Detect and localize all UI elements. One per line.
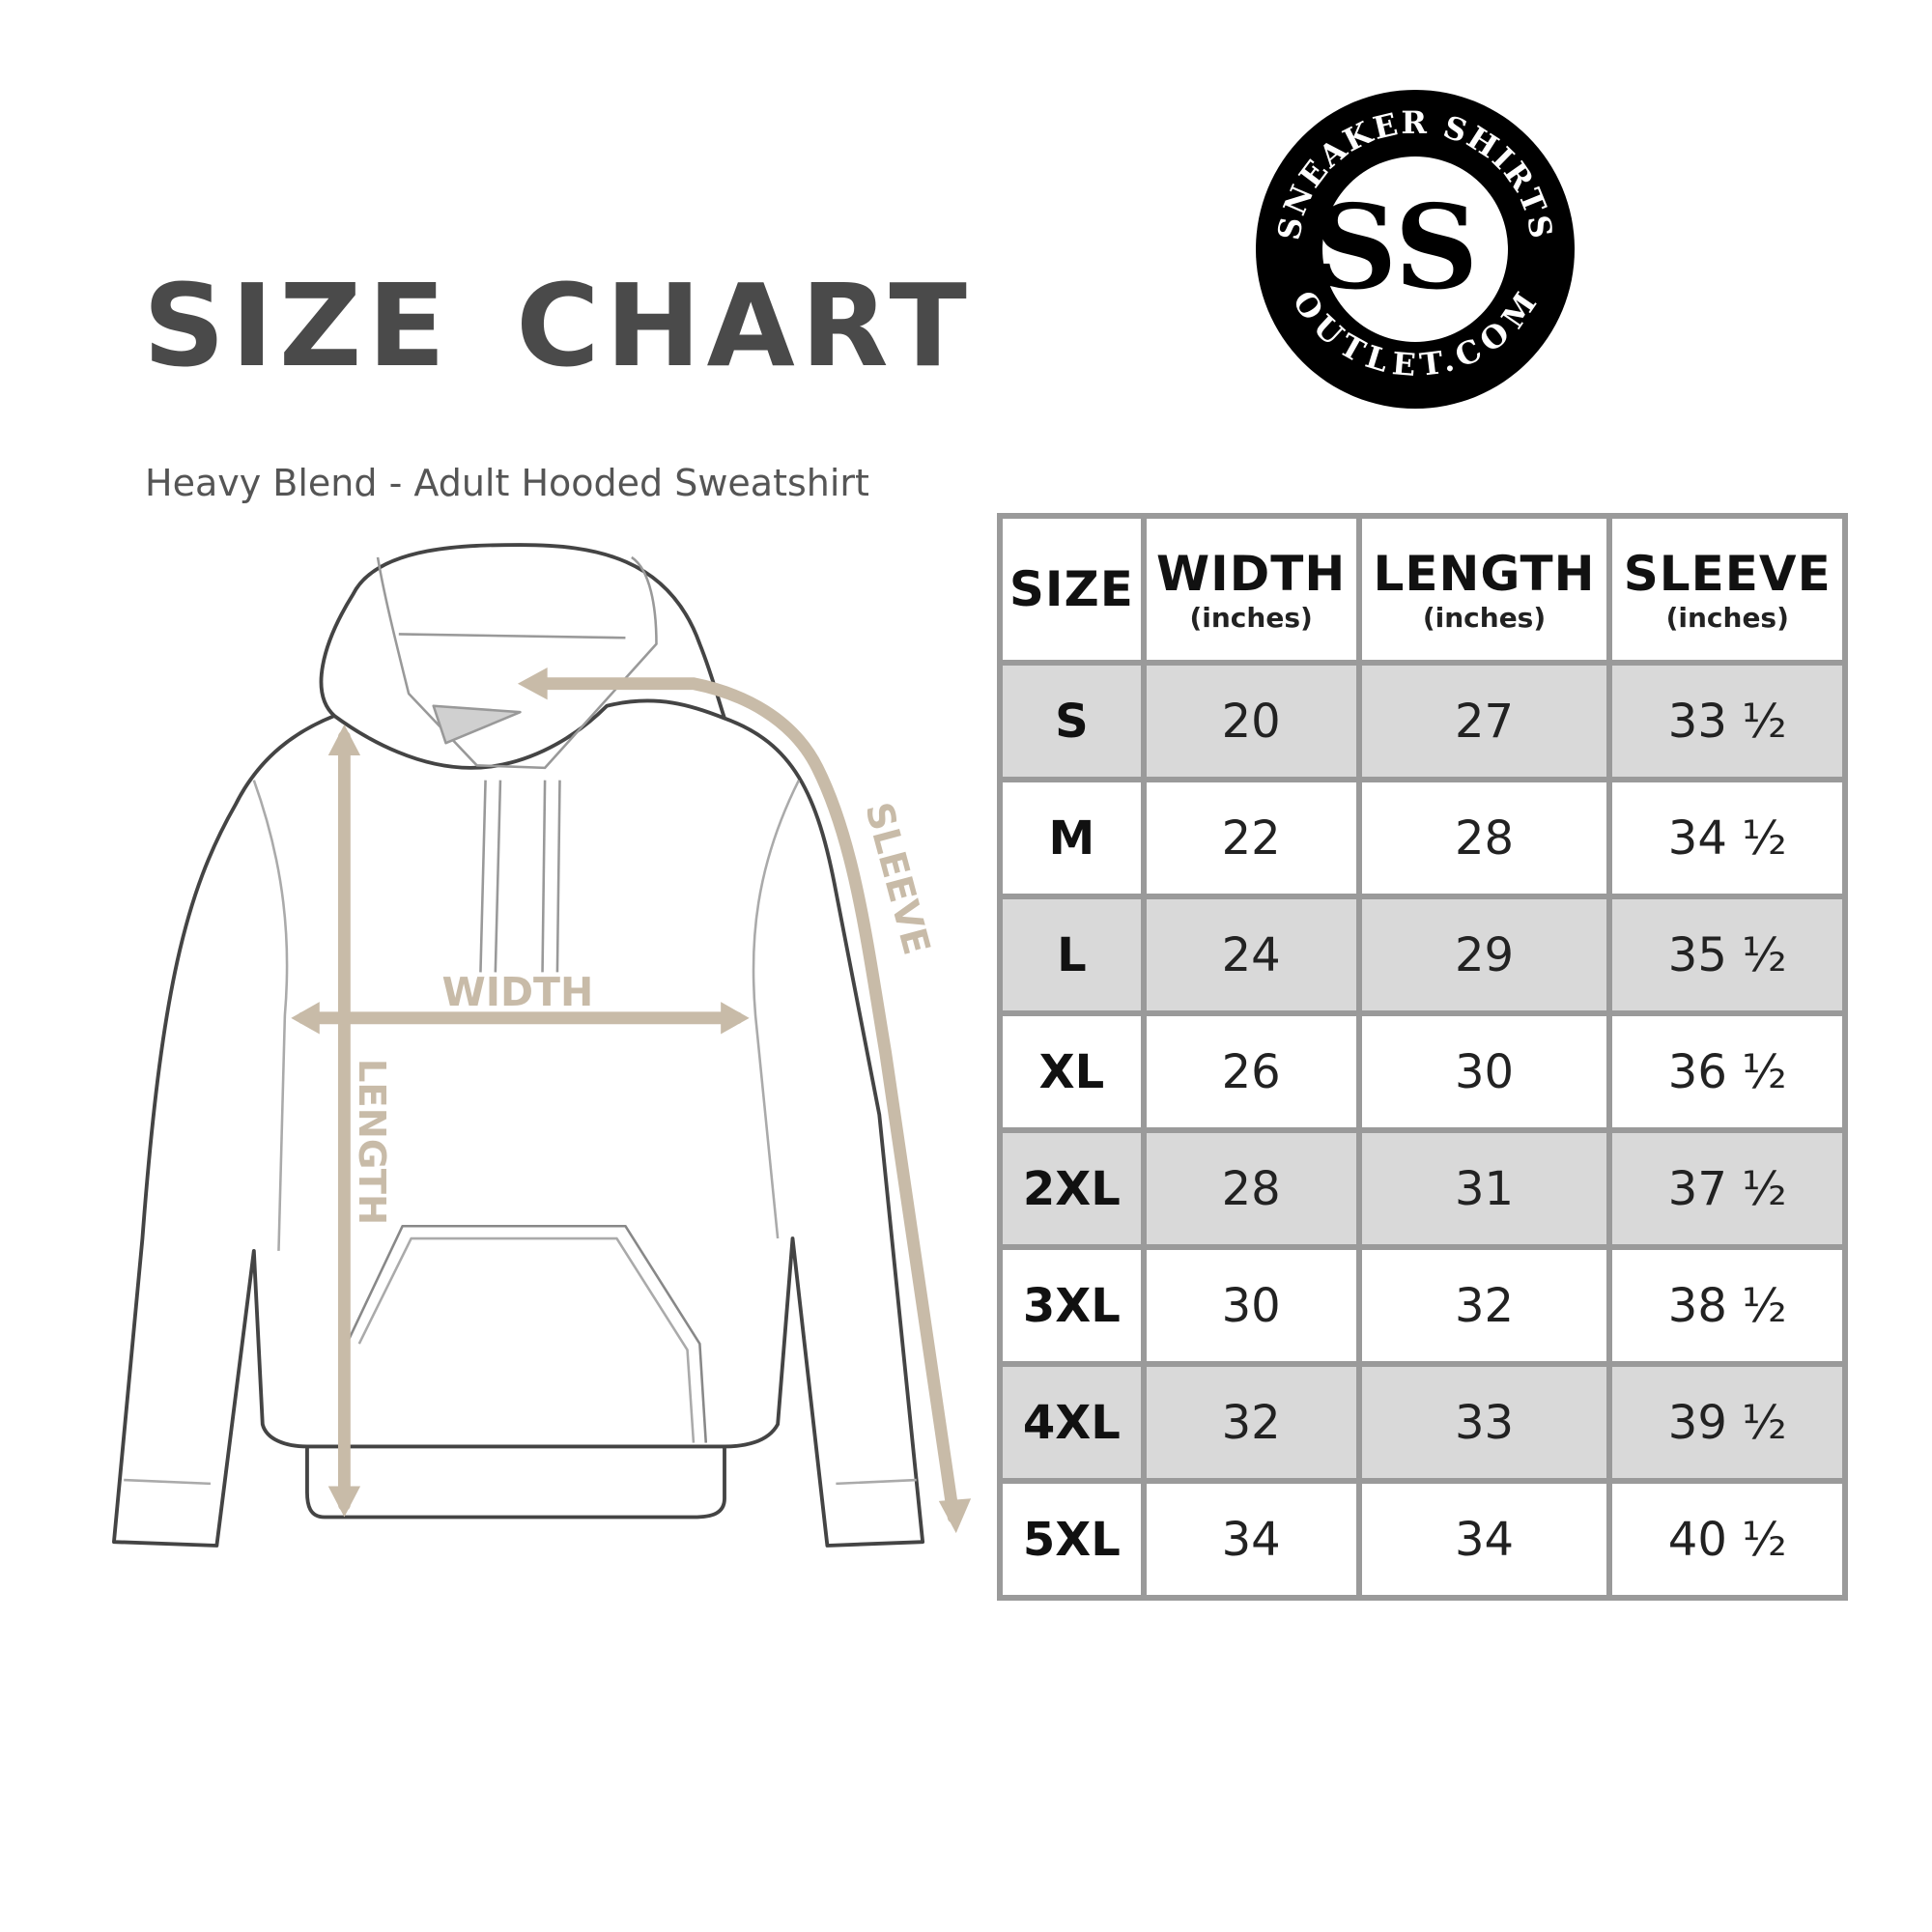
cell-size: 2XL [997,1127,1147,1250]
cell-length: 28 [1355,777,1613,899]
cell-size: L [997,894,1147,1016]
page-title: SIZE CHART [143,259,973,392]
measurement-arrows [297,677,960,1523]
brand-logo: SNEAKER SHIRTS OUTLET.COM SS [1256,90,1575,409]
product-subtitle: Heavy Blend - Adult Hooded Sweatshirt [145,462,869,504]
length-label: LENGTH [350,1059,393,1225]
cell-length: 33 [1355,1361,1613,1484]
cell-length: 32 [1355,1244,1613,1367]
cell-width: 30 [1140,1244,1362,1367]
cell-width: 22 [1140,777,1362,899]
cell-sleeve: 34 ½ [1606,777,1848,899]
table-row: XL 26 30 36 ½ [997,1010,1848,1133]
cell-sleeve: 36 ½ [1606,1010,1848,1133]
cell-width: 24 [1140,894,1362,1016]
cell-size: 4XL [997,1361,1147,1484]
table-row: M 22 28 34 ½ [997,777,1848,899]
header-size: SIZE [997,513,1147,666]
cell-length: 31 [1355,1127,1613,1250]
width-label: WIDTH [441,969,593,1015]
table-row: 5XL 34 34 40 ½ [997,1478,1848,1601]
cell-sleeve: 39 ½ [1606,1361,1848,1484]
cell-length: 34 [1355,1478,1613,1601]
cell-width: 20 [1140,660,1362,782]
table-row: S 20 27 33 ½ [997,660,1848,782]
table-row: 4XL 32 33 39 ½ [997,1361,1848,1484]
cell-width: 32 [1140,1361,1362,1484]
cell-sleeve: 33 ½ [1606,660,1848,782]
header-width: WIDTH (inches) [1140,513,1362,666]
cell-size: 5XL [997,1478,1147,1601]
cell-sleeve: 38 ½ [1606,1244,1848,1367]
cell-sleeve: 40 ½ [1606,1478,1848,1601]
table-row: 2XL 28 31 37 ½ [997,1127,1848,1250]
table-row: L 24 29 35 ½ [997,894,1848,1016]
cell-size: M [997,777,1147,899]
arrow-heads [291,668,972,1534]
cell-sleeve: 37 ½ [1606,1127,1848,1250]
cell-width: 28 [1140,1127,1362,1250]
logo-monogram: SS [1314,180,1479,316]
cell-width: 26 [1140,1010,1362,1133]
header-sleeve: SLEEVE (inches) [1606,513,1848,666]
hoodie-outline [112,543,925,1548]
cell-width: 34 [1140,1478,1362,1601]
cell-length: 27 [1355,660,1613,782]
header-length: LENGTH (inches) [1355,513,1613,666]
size-table: SIZE WIDTH (inches) LENGTH (inches) SLEEVE… [997,513,1848,1601]
cell-sleeve: 35 ½ [1606,894,1848,1016]
cell-length: 29 [1355,894,1613,1016]
table-header-row: SIZE WIDTH (inches) LENGTH (inches) SLEEVE… [997,513,1848,666]
sleeve-arrow [526,677,960,1523]
table-row: 3XL 30 32 38 ½ [997,1244,1848,1367]
cell-size: XL [997,1010,1147,1133]
cell-size: 3XL [997,1244,1147,1367]
cell-length: 30 [1355,1010,1613,1133]
cell-size: S [997,660,1147,782]
